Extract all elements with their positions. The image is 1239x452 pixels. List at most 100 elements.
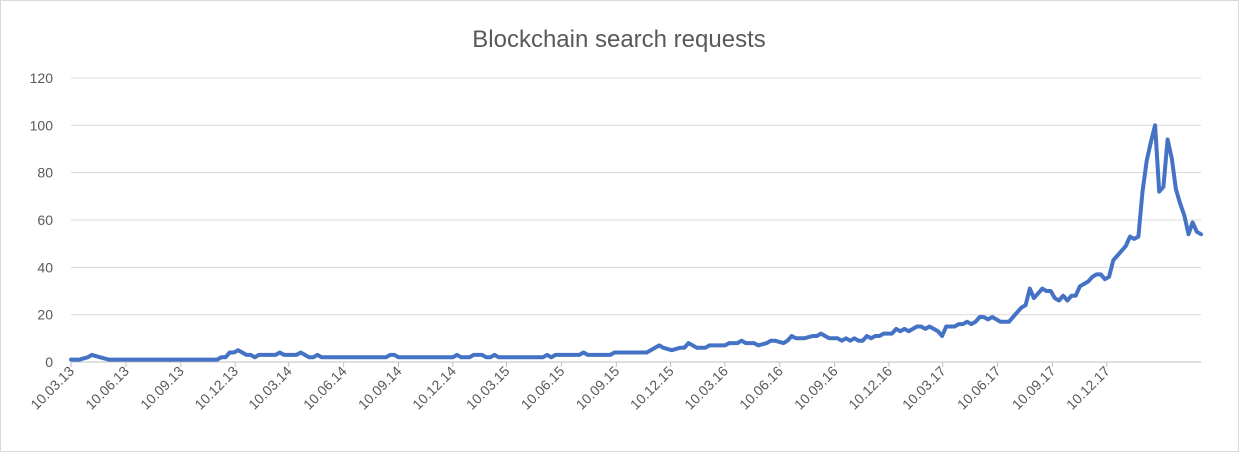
data-point (554, 353, 557, 357)
data-point (990, 315, 994, 319)
data-point (944, 325, 948, 328)
x-tick-label: 10.09.14 (355, 363, 405, 413)
data-point (678, 346, 682, 350)
data-point (735, 341, 739, 345)
data-point (257, 353, 261, 357)
data-point (1099, 272, 1103, 276)
data-point (781, 341, 785, 345)
data-point (1111, 258, 1115, 262)
data-point (1178, 201, 1182, 205)
data-point (898, 329, 902, 333)
data-point (907, 329, 911, 333)
data-point (1019, 306, 1023, 310)
data-point (1007, 320, 1011, 324)
data-point (1036, 291, 1040, 295)
data-point (1070, 294, 1073, 298)
data-point (397, 355, 400, 359)
data-point (794, 336, 798, 340)
data-point (1032, 296, 1036, 300)
data-point (632, 351, 636, 354)
data-point (1170, 157, 1174, 160)
data-point (852, 336, 856, 340)
x-tick-label: 10.09.13 (137, 363, 187, 413)
data-point (86, 355, 90, 359)
data-point (451, 355, 455, 359)
data-point (903, 327, 906, 331)
data-point (459, 355, 463, 359)
data-point (986, 317, 990, 321)
data-point (320, 355, 324, 359)
data-point (1061, 294, 1065, 298)
data-point (1082, 282, 1086, 286)
data-point (869, 336, 873, 340)
data-point (815, 334, 819, 338)
data-point (974, 320, 977, 324)
data-point (497, 355, 501, 359)
data-point (236, 348, 240, 352)
y-tick-label: 60 (37, 212, 53, 228)
data-point (124, 358, 128, 362)
data-point (823, 334, 827, 338)
data-point (1107, 275, 1111, 279)
data-point (811, 334, 815, 338)
data-point (915, 325, 919, 328)
data-point (961, 322, 965, 326)
x-tick-label: 10.06.14 (300, 363, 350, 413)
data-point (455, 353, 459, 357)
data-point (840, 339, 844, 343)
data-point (480, 353, 484, 357)
data-point (1187, 232, 1190, 236)
data-point (388, 353, 392, 357)
data-point (653, 346, 657, 350)
data-point (965, 320, 969, 324)
data-point (523, 355, 527, 359)
data-point (1011, 315, 1015, 319)
data-point (894, 327, 898, 331)
data-point (249, 353, 253, 357)
x-tick-label: 10.03.17 (899, 363, 949, 413)
x-tick-label: 10.12.13 (191, 363, 241, 413)
data-point (307, 355, 311, 359)
data-point (848, 339, 852, 343)
data-point (360, 355, 364, 359)
data-point (1045, 289, 1048, 293)
data-point (549, 355, 553, 359)
data-point (861, 339, 865, 343)
data-point (484, 355, 488, 359)
data-point (1057, 299, 1061, 302)
data-point (802, 336, 806, 340)
chart-title: Blockchain search requests (472, 26, 765, 53)
data-point (1116, 254, 1119, 257)
data-point (282, 353, 286, 357)
y-axis-ticks: 0 20 40 60 80 100 120 (30, 70, 54, 370)
data-point (488, 355, 492, 359)
data-point (1141, 190, 1144, 194)
x-tick-label: 10.03.14 (245, 363, 295, 413)
data-point (857, 339, 860, 343)
x-tick-label: 10.09.16 (791, 363, 841, 413)
data-point (1015, 310, 1019, 314)
data-point (1149, 140, 1153, 144)
x-tick-label: 10.03.15 (463, 363, 513, 413)
data-point (1166, 138, 1170, 141)
y-tick-label: 100 (30, 117, 54, 133)
x-tick-label: 10.12.16 (845, 363, 895, 413)
data-point (414, 355, 418, 359)
data-point (957, 322, 961, 326)
x-tick-label: 10.06.17 (954, 363, 1004, 413)
data-point (215, 358, 219, 362)
data-point (1153, 123, 1157, 127)
data-point (695, 346, 699, 350)
data-point (936, 329, 940, 333)
x-tick-label: 10.03.16 (681, 363, 731, 413)
data-point (661, 346, 665, 350)
data-point (311, 355, 315, 359)
x-tick-label: 10.12.14 (409, 363, 459, 413)
x-axis-ticks: 10.03.13 10.06.13 10.09.13 10.12.13 10.03.14… (27, 362, 1113, 413)
data-point (691, 343, 695, 347)
data-point (687, 341, 690, 345)
data-point (244, 353, 248, 357)
x-tick-label: 10.12.15 (627, 363, 677, 413)
